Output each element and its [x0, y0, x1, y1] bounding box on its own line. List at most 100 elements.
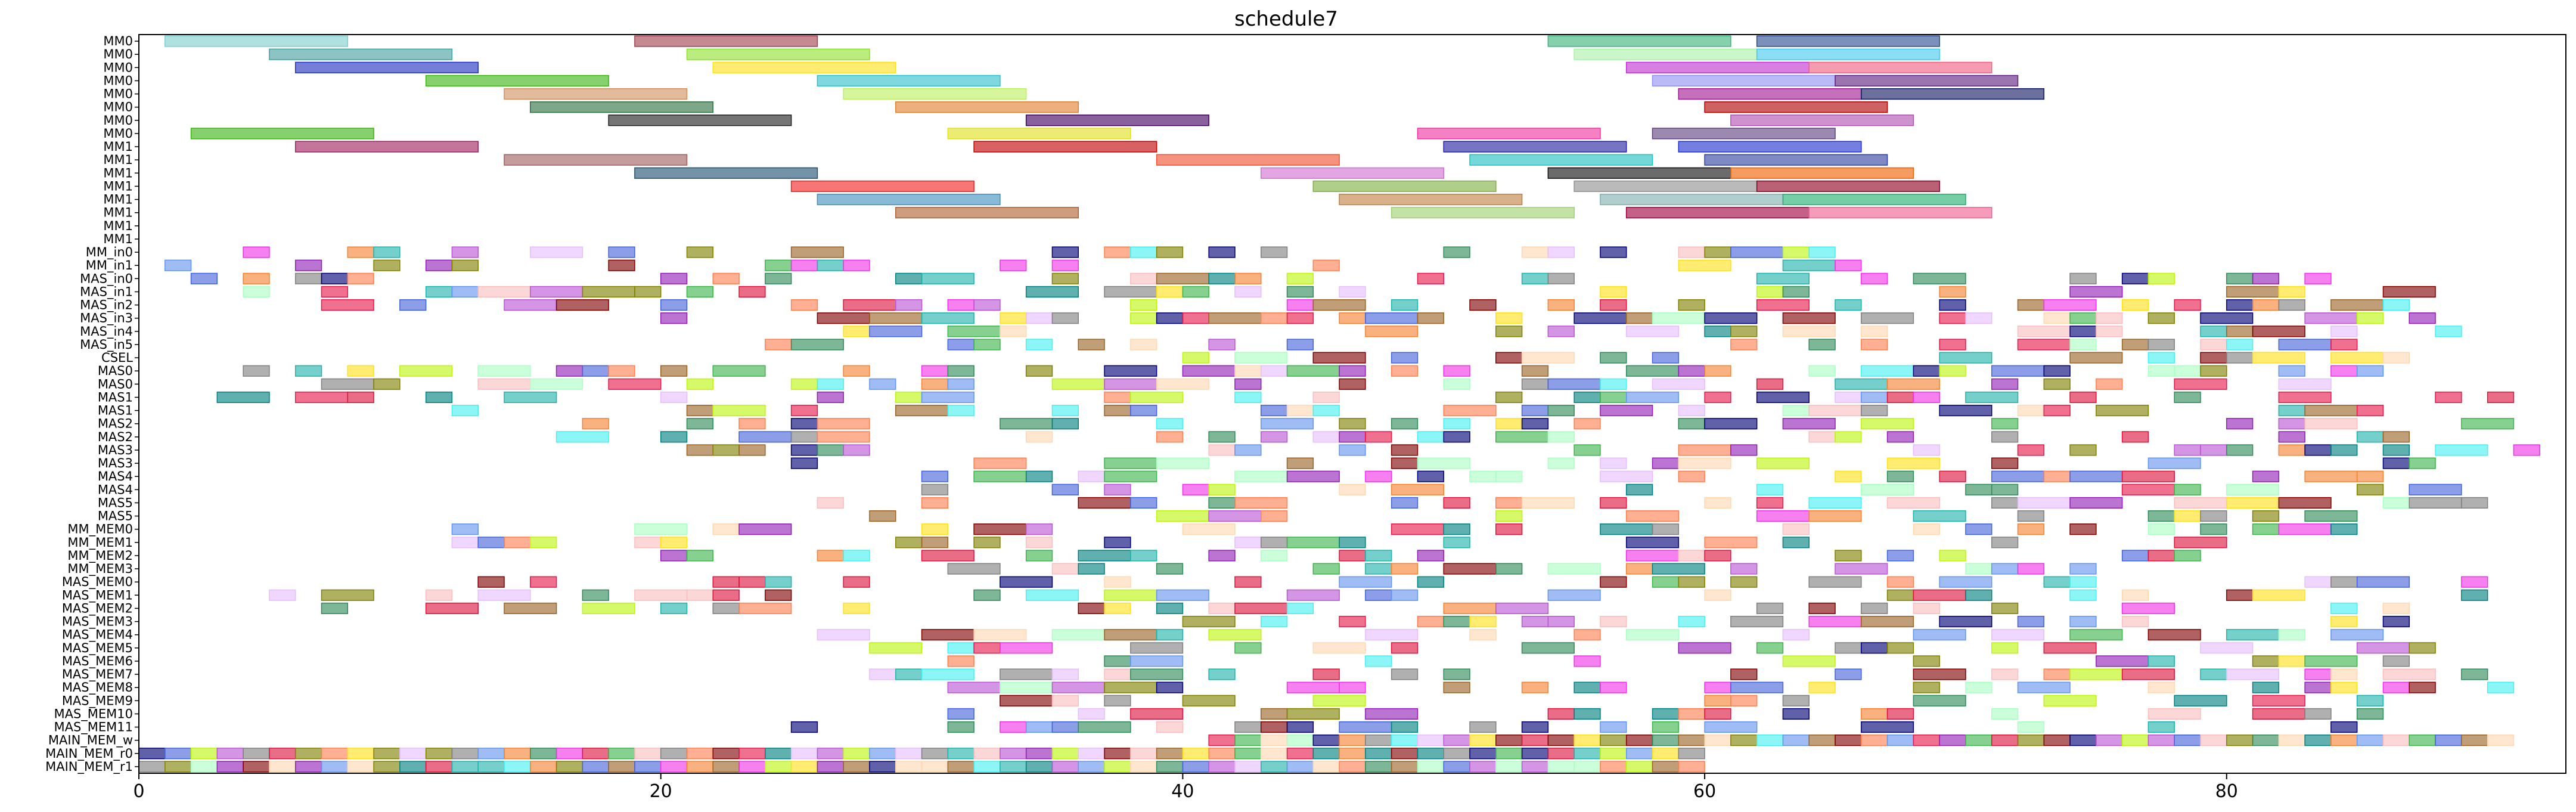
task-bar: [1051, 404, 1079, 417]
task-bar: [1443, 734, 1470, 746]
task-bar: [1495, 352, 1523, 364]
task-bar: [1756, 35, 1940, 47]
task-bar: [1782, 655, 1836, 667]
task-bar: [530, 378, 584, 390]
task-bar: [1104, 484, 1131, 495]
task-bar: [1521, 418, 1549, 430]
task-bar: [2330, 339, 2358, 351]
y-tick-label: MAS_MEM11: [54, 720, 133, 735]
task-bar: [2304, 668, 2332, 680]
task-bar: [2121, 668, 2175, 680]
task-bar: [1182, 286, 1209, 298]
task-bar: [1704, 589, 1731, 601]
task-bar: [1312, 563, 1340, 575]
task-bar: [321, 272, 349, 284]
task-bar: [738, 523, 792, 535]
task-bar: [2200, 326, 2227, 337]
task-bar: [1365, 734, 1392, 746]
task-bar: [1286, 734, 1314, 746]
task-bar: [1678, 761, 1705, 773]
task-bar: [765, 576, 792, 588]
task-bar: [1678, 615, 1705, 628]
task-bar: [294, 761, 322, 773]
task-bar: [1104, 602, 1131, 615]
task-bar: [1521, 246, 1549, 258]
task-bar: [895, 299, 923, 311]
task-bar: [1730, 246, 1784, 258]
task-bar: [947, 326, 1001, 337]
task-bar: [2147, 708, 2201, 720]
task-bar: [1495, 326, 1523, 337]
task-bar: [1025, 470, 1053, 482]
task-bar: [1417, 748, 1444, 760]
task-bar: [1600, 721, 1627, 733]
task-bar: [1652, 708, 1680, 720]
task-bar: [373, 748, 401, 760]
task-bar: [243, 246, 270, 258]
task-bar: [2461, 576, 2488, 588]
y-tick-label: MAIN_MEM_r0: [45, 746, 133, 761]
task-bar: [190, 748, 218, 760]
task-bar: [1443, 523, 1470, 535]
task-bar: [1286, 589, 1340, 601]
task-bar: [2330, 734, 2358, 746]
task-bar: [1312, 391, 1340, 404]
task-bar: [425, 748, 453, 760]
task-bar: [973, 761, 1001, 773]
task-bar: [947, 299, 974, 311]
task-bar: [2382, 602, 2410, 615]
task-bar: [1678, 708, 1705, 720]
task-bar: [2121, 589, 2149, 601]
task-bar: [947, 365, 974, 377]
task-bar: [1521, 365, 1549, 377]
task-bar: [1130, 391, 1184, 404]
task-bar: [1835, 299, 1862, 311]
task-bar: [1547, 457, 1575, 469]
task-bar: [1312, 748, 1340, 760]
task-bar: [1261, 748, 1288, 760]
task-bar: [1417, 550, 1444, 562]
task-bar: [1808, 404, 1862, 417]
task-bar: [2304, 418, 2358, 430]
task-bar: [1965, 734, 1992, 746]
task-bar: [973, 642, 1001, 654]
task-bar: [1339, 431, 1366, 443]
task-bar: [1625, 484, 1653, 495]
task-bar: [2069, 352, 2123, 364]
task-bar: [790, 444, 818, 456]
task-bar: [582, 602, 635, 615]
task-bar: [765, 748, 792, 760]
task-bar: [1756, 510, 1810, 522]
task-bar: [1156, 154, 1340, 166]
task-bar: [790, 259, 818, 271]
task-bar: [712, 576, 740, 588]
task-bar: [634, 761, 662, 773]
task-bar: [686, 418, 714, 430]
task-bar: [686, 378, 714, 390]
task-bar: [1051, 668, 1079, 680]
task-bar: [1156, 418, 1184, 430]
task-bar: [843, 444, 870, 456]
task-bar: [1104, 365, 1157, 377]
task-bar: [2278, 391, 2332, 404]
task-bar: [2356, 695, 2384, 706]
task-bar: [947, 404, 974, 417]
task-bar: [1756, 180, 1940, 193]
task-bar: [843, 88, 1027, 100]
task-bar: [1339, 286, 1366, 298]
task-bar: [1469, 615, 1497, 628]
task-bar: [1104, 537, 1131, 548]
task-bar: [1625, 207, 1810, 219]
task-bar: [660, 431, 688, 443]
task-bar: [1600, 352, 1627, 364]
task-bar: [425, 761, 453, 773]
task-bar: [2304, 734, 2332, 746]
task-bar: [1130, 550, 1157, 562]
y-tick-label: MAIN_MEM_r1: [45, 760, 133, 774]
task-bar: [1600, 734, 1627, 746]
y-tick-label: MAS3: [98, 456, 133, 470]
task-bar: [1495, 418, 1523, 430]
task-bar: [2043, 695, 2097, 706]
task-bar: [2069, 312, 2097, 324]
task-bar: [1182, 695, 1236, 706]
